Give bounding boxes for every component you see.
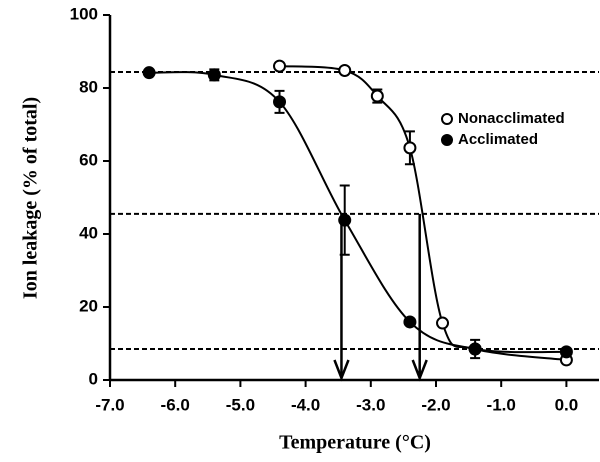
y-tick-label: 20 bbox=[79, 296, 98, 315]
data-point bbox=[142, 66, 156, 80]
arrow-head bbox=[333, 359, 350, 382]
y-tick-label: 60 bbox=[79, 150, 98, 169]
data-point bbox=[338, 213, 352, 227]
data-point bbox=[207, 68, 221, 82]
data-point bbox=[338, 63, 352, 77]
legend-marker bbox=[441, 134, 453, 146]
legend-label: Acclimated bbox=[458, 131, 538, 148]
y-tick-label: 80 bbox=[79, 77, 98, 96]
x-tick-label: -3.0 bbox=[356, 395, 385, 414]
data-point bbox=[403, 141, 417, 155]
x-tick-label: -1.0 bbox=[487, 395, 516, 414]
x-tick-label: -6.0 bbox=[161, 395, 190, 414]
legend-marker bbox=[441, 113, 453, 125]
y-axis-label: Ion leakage (% of total) bbox=[20, 97, 42, 299]
data-point bbox=[273, 59, 287, 73]
x-tick-label: 0.0 bbox=[555, 395, 579, 414]
y-tick-label: 100 bbox=[70, 4, 98, 23]
data-point bbox=[273, 95, 287, 109]
x-tick-label: -4.0 bbox=[291, 395, 320, 414]
arrow-head bbox=[411, 359, 428, 382]
data-point bbox=[559, 345, 573, 359]
data-point bbox=[403, 315, 417, 329]
data-point bbox=[436, 316, 450, 330]
x-tick-label: -2.0 bbox=[421, 395, 450, 414]
x-tick-label: -7.0 bbox=[95, 395, 124, 414]
x-tick-label: -5.0 bbox=[226, 395, 255, 414]
data-point bbox=[370, 89, 384, 103]
y-tick-label: 40 bbox=[79, 223, 98, 242]
y-tick-label: 0 bbox=[89, 369, 98, 388]
legend-label: Nonacclimated bbox=[458, 110, 565, 127]
x-axis-label: Temperature (°C) bbox=[279, 432, 431, 454]
data-point bbox=[468, 342, 482, 356]
